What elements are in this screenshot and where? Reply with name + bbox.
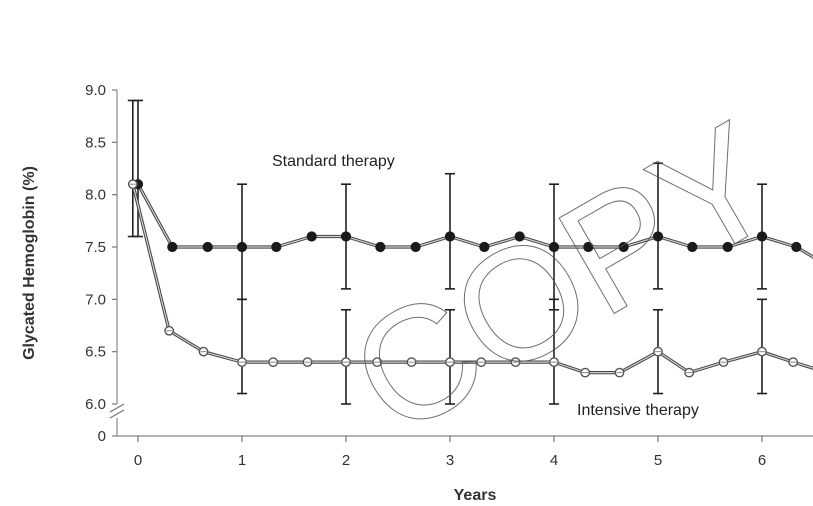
y-tick-label: 6.0: [85, 396, 106, 413]
standard-data-point: [410, 241, 421, 253]
standard-data-point: [167, 241, 178, 253]
y-tick-label: 7.5: [85, 239, 106, 256]
standard-data-point: [479, 241, 490, 253]
x-tick-label: 3: [446, 452, 454, 469]
x-tick-label: 4: [550, 452, 558, 469]
standard-data-point: [791, 241, 802, 253]
standard-data-point: [687, 241, 698, 253]
x-tick-label: 2: [342, 452, 350, 469]
y-tick-label: 0: [98, 428, 106, 445]
y-tick-label: 8.0: [85, 187, 106, 204]
y-axis: 9.0 8.5 8.0 7.5 7.0 6.5 6.0 0: [85, 82, 125, 445]
standard-data-point: [548, 241, 560, 253]
standard-data-point: [306, 231, 317, 242]
standard-data-point: [756, 231, 768, 242]
y-axis-break: [109, 403, 125, 419]
y-tick-label: 9.0: [85, 82, 106, 99]
standard-data-point: [236, 241, 248, 253]
series-intensive: [127, 99, 813, 405]
y-tick-label: 6.5: [85, 344, 106, 361]
x-axis-title: Years: [454, 487, 497, 504]
standard-data-point: [652, 231, 664, 242]
intensive-therapy-label: Intensive therapy: [577, 402, 699, 419]
x-tick-label: 1: [238, 452, 246, 469]
standard-data-point: [722, 241, 733, 253]
x-tick-label: 6: [758, 452, 766, 469]
svg-text:COPY: COPY: [323, 88, 805, 470]
standard-data-point: [340, 231, 352, 242]
standard-therapy-label: Standard therapy: [272, 153, 395, 170]
y-tick-label: 7.0: [85, 291, 106, 308]
x-axis: 0 1 2 3 4 5 6: [117, 435, 813, 469]
standard-data-point: [375, 241, 386, 253]
copy-watermark: COPY: [322, 87, 805, 470]
standard-data-point: [202, 241, 213, 253]
standard-data-point: [271, 241, 282, 253]
standard-data-point: [583, 241, 594, 253]
standard-data-point: [514, 231, 525, 242]
standard-data-point: [444, 231, 456, 242]
series-standard: [132, 99, 813, 311]
y-tick-label: 8.5: [85, 134, 106, 151]
x-tick-label: 0: [134, 452, 142, 469]
x-tick-label: 5: [654, 452, 662, 469]
y-axis-title: Glycated Hemoglobin (%): [21, 166, 38, 360]
standard-data-point: [618, 241, 629, 253]
